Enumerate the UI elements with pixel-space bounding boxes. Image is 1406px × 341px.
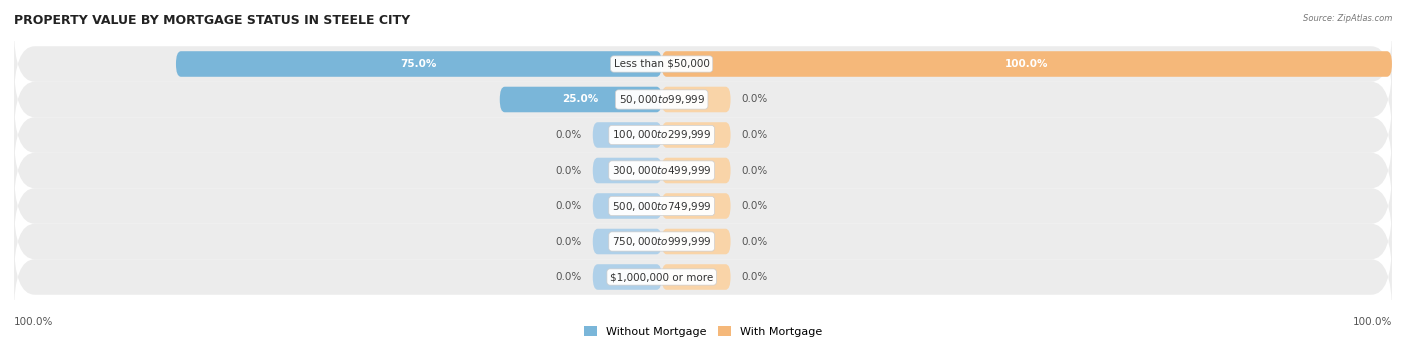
Text: $300,000 to $499,999: $300,000 to $499,999 <box>612 164 711 177</box>
Text: Source: ZipAtlas.com: Source: ZipAtlas.com <box>1302 14 1392 23</box>
Text: 0.0%: 0.0% <box>555 201 582 211</box>
Text: 0.0%: 0.0% <box>555 272 582 282</box>
FancyBboxPatch shape <box>662 264 731 290</box>
Text: 0.0%: 0.0% <box>741 165 768 176</box>
Text: 0.0%: 0.0% <box>741 272 768 282</box>
Text: PROPERTY VALUE BY MORTGAGE STATUS IN STEELE CITY: PROPERTY VALUE BY MORTGAGE STATUS IN STE… <box>14 14 411 27</box>
Text: 0.0%: 0.0% <box>741 130 768 140</box>
Text: 0.0%: 0.0% <box>555 165 582 176</box>
FancyBboxPatch shape <box>593 229 662 254</box>
FancyBboxPatch shape <box>14 241 1392 312</box>
Text: 25.0%: 25.0% <box>562 94 599 104</box>
FancyBboxPatch shape <box>593 158 662 183</box>
FancyBboxPatch shape <box>14 100 1392 170</box>
FancyBboxPatch shape <box>593 264 662 290</box>
FancyBboxPatch shape <box>662 158 731 183</box>
FancyBboxPatch shape <box>593 193 662 219</box>
Text: 100.0%: 100.0% <box>1005 59 1049 69</box>
Text: $50,000 to $99,999: $50,000 to $99,999 <box>619 93 704 106</box>
FancyBboxPatch shape <box>14 170 1392 241</box>
FancyBboxPatch shape <box>593 122 662 148</box>
FancyBboxPatch shape <box>14 206 1392 277</box>
FancyBboxPatch shape <box>499 87 662 112</box>
Text: $1,000,000 or more: $1,000,000 or more <box>610 272 713 282</box>
Text: $500,000 to $749,999: $500,000 to $749,999 <box>612 199 711 212</box>
FancyBboxPatch shape <box>662 87 731 112</box>
Text: 0.0%: 0.0% <box>555 237 582 247</box>
Text: $750,000 to $999,999: $750,000 to $999,999 <box>612 235 711 248</box>
FancyBboxPatch shape <box>662 193 731 219</box>
FancyBboxPatch shape <box>662 229 731 254</box>
Text: 100.0%: 100.0% <box>14 317 53 327</box>
FancyBboxPatch shape <box>662 122 731 148</box>
Text: $100,000 to $299,999: $100,000 to $299,999 <box>612 129 711 142</box>
FancyBboxPatch shape <box>176 51 662 77</box>
Text: 100.0%: 100.0% <box>1353 317 1392 327</box>
Text: Less than $50,000: Less than $50,000 <box>614 59 710 69</box>
Text: 0.0%: 0.0% <box>741 237 768 247</box>
FancyBboxPatch shape <box>14 64 1392 135</box>
FancyBboxPatch shape <box>14 29 1392 100</box>
Text: 75.0%: 75.0% <box>401 59 437 69</box>
Legend: Without Mortgage, With Mortgage: Without Mortgage, With Mortgage <box>579 322 827 341</box>
Text: 0.0%: 0.0% <box>555 130 582 140</box>
Text: 0.0%: 0.0% <box>741 94 768 104</box>
Text: 0.0%: 0.0% <box>741 201 768 211</box>
FancyBboxPatch shape <box>662 51 1392 77</box>
FancyBboxPatch shape <box>14 135 1392 206</box>
